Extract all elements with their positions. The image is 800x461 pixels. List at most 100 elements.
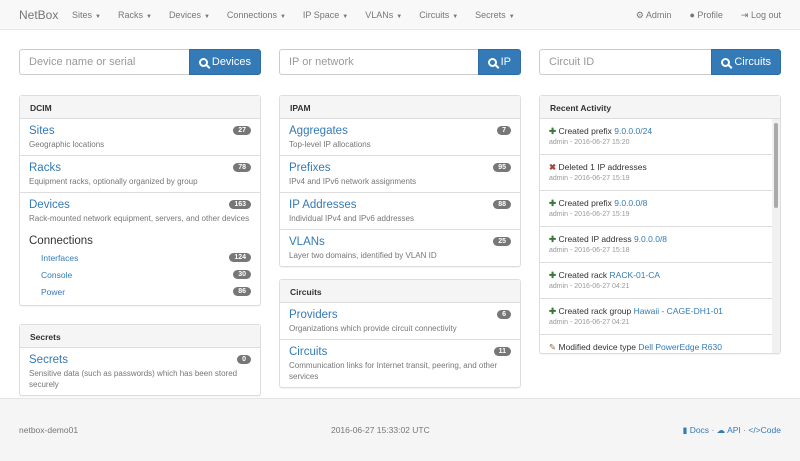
logout-label: Log out bbox=[750, 10, 781, 20]
scrollbar-thumb[interactable] bbox=[774, 123, 778, 208]
button-label: Devices bbox=[211, 56, 251, 68]
docs-label: Docs bbox=[689, 424, 710, 435]
nav-menu-vlans[interactable]: VLANs ▼ bbox=[365, 10, 402, 20]
menu-label: Secrets bbox=[475, 10, 506, 20]
activity-item: ✚ Created IP address 9.0.0.0/8 admin - 20… bbox=[540, 227, 772, 263]
item-link[interactable]: IP Addresses bbox=[289, 199, 357, 211]
docs-link[interactable]: ▮ Docs bbox=[683, 425, 709, 435]
activity-object-link[interactable]: 9.0.0.0/8 bbox=[614, 198, 648, 208]
list-item: 88 IP Addresses Individual IPv4 and IPv6 a… bbox=[280, 193, 520, 230]
menu-label: IP Space bbox=[302, 10, 340, 20]
device-search-input[interactable] bbox=[19, 49, 189, 75]
count-badge: 124 bbox=[229, 253, 251, 262]
nav-menu-connections[interactable]: Connections ▼ bbox=[227, 10, 286, 20]
list-item: 7 Aggregates Top-level IP allocations bbox=[280, 119, 520, 156]
plus-icon: ✚ bbox=[549, 270, 559, 280]
item-link[interactable]: Providers bbox=[289, 309, 338, 321]
activity-object-link[interactable]: Dell PowerEdge R630 bbox=[638, 342, 722, 352]
activity-action: Modified device type bbox=[558, 342, 636, 352]
item-description: IPv4 and IPv6 network assignments bbox=[289, 177, 417, 186]
connection-link[interactable]: Interfaces bbox=[41, 252, 79, 263]
activity-action: Created rack bbox=[558, 270, 608, 280]
item-link[interactable]: Circuits bbox=[289, 346, 328, 358]
item-link[interactable]: Aggregates bbox=[289, 125, 348, 137]
nav-menu-devices[interactable]: Devices ▼ bbox=[169, 10, 210, 20]
item-link[interactable]: VLANs bbox=[289, 236, 325, 248]
list-item: 163 Devices Rack-mounted network equipment… bbox=[20, 193, 260, 229]
activity-item: ✎ Modified device type Dell PowerEdge R6… bbox=[540, 335, 772, 353]
menu-label: Sites bbox=[72, 10, 93, 20]
activity-item: ✚ Created prefix 9.0.0.0/8 admin - 2016-0… bbox=[540, 191, 772, 227]
activity-object-link[interactable]: RACK-01-CA bbox=[609, 270, 661, 280]
device-search-button[interactable]: Devices bbox=[188, 49, 261, 75]
list-item: 27 Sites Geographic locations bbox=[20, 119, 260, 156]
connection-link[interactable]: Power bbox=[41, 286, 66, 297]
code-icon: </> bbox=[748, 424, 761, 435]
activity-action: Created prefix bbox=[558, 198, 612, 208]
nav-menu-secrets[interactable]: Secrets ▼ bbox=[475, 10, 514, 20]
caret-down-icon: ▼ bbox=[279, 14, 286, 20]
hostname: netbox-demo01 bbox=[19, 425, 79, 435]
logout-link[interactable]: ⇥ Log out bbox=[741, 10, 781, 21]
item-link[interactable]: Prefixes bbox=[289, 162, 331, 174]
circuit-search: Circuits bbox=[539, 49, 781, 75]
activity-object-link[interactable]: 9.0.0.0/24 bbox=[614, 126, 653, 136]
count-badge: 25 bbox=[493, 237, 511, 246]
item-link[interactable]: Secrets bbox=[29, 354, 68, 366]
count-badge: 11 bbox=[493, 347, 511, 356]
count-badge: 30 bbox=[233, 270, 251, 279]
count-badge: 78 bbox=[233, 163, 251, 172]
item-description: Organizations which provide circuit conn… bbox=[289, 324, 457, 333]
api-link[interactable]: ☁ API bbox=[717, 425, 741, 435]
navbar: NetBox Sites ▼ Racks ▼ Devices ▼ Connections ▼ I… bbox=[0, 0, 800, 30]
connection-item: Interfaces 124 bbox=[29, 249, 251, 266]
ipam-panel: IPAM 7 Aggregates Top-level IP allocations… bbox=[279, 95, 521, 267]
nav-menu-ip-space[interactable]: IP Space ▼ bbox=[303, 10, 348, 20]
profile-link[interactable]: ● Profile bbox=[689, 10, 722, 21]
item-description: Sensitive data (such as passwords) which… bbox=[29, 369, 238, 389]
activity-action: Created rack group bbox=[558, 306, 632, 316]
code-link[interactable]: </>Code bbox=[748, 425, 781, 435]
activity-meta: admin - 2016-06-27 15:18 bbox=[549, 247, 630, 254]
activity-object-link[interactable]: Hawaii - CAGE-DH1-01 bbox=[633, 306, 723, 316]
item-link[interactable]: Racks bbox=[29, 162, 61, 174]
ip-search-input[interactable] bbox=[279, 49, 478, 75]
secrets-panel: Secrets 0 Secrets Sensitive data (such as … bbox=[19, 324, 261, 396]
caret-down-icon: ▼ bbox=[452, 14, 459, 20]
list-item: 6 Providers Organizations which provide ci… bbox=[280, 303, 520, 340]
circuit-search-button[interactable]: Circuits bbox=[711, 49, 781, 75]
item-description: Equipment racks, optionally organized by… bbox=[29, 177, 198, 186]
circuit-search-input[interactable] bbox=[539, 49, 712, 75]
scrollbar[interactable] bbox=[772, 119, 780, 353]
item-description: Top-level IP allocations bbox=[289, 140, 371, 149]
item-link[interactable]: Sites bbox=[29, 125, 55, 137]
circuits-panel: Circuits 6 Providers Organizations which p… bbox=[279, 279, 521, 388]
plus-icon: ✚ bbox=[549, 198, 559, 208]
count-badge: 95 bbox=[493, 163, 511, 172]
nav-menu-circuits[interactable]: Circuits ▼ bbox=[419, 10, 458, 20]
connection-item: Power 86 bbox=[29, 283, 251, 300]
count-badge: 163 bbox=[229, 200, 251, 209]
server-time: 2016-06-27 15:33:02 UTC bbox=[330, 425, 430, 435]
activity-meta: admin - 2016-06-27 15:19 bbox=[549, 175, 630, 182]
activity-item: ✚ Created rack group Hawaii - CAGE-DH1-0… bbox=[540, 299, 772, 335]
ip-search-button[interactable]: IP bbox=[477, 49, 521, 75]
connection-link[interactable]: Console bbox=[41, 269, 73, 280]
separator: · bbox=[711, 424, 715, 435]
item-link[interactable]: Devices bbox=[29, 199, 70, 211]
activity-object-link[interactable]: 9.0.0.0/8 bbox=[633, 234, 668, 244]
nav-menu-racks[interactable]: Racks ▼ bbox=[118, 10, 152, 20]
activity-meta: admin - 2016-06-27 04:21 bbox=[549, 283, 630, 290]
brand-logo[interactable]: NetBox bbox=[19, 8, 59, 22]
list-item: 0 Secrets Sensitive data (such as password… bbox=[20, 348, 260, 395]
admin-link[interactable]: ⚙ Admin bbox=[636, 10, 672, 21]
separator: · bbox=[743, 424, 746, 435]
menu-label: Devices bbox=[168, 10, 201, 20]
activity-meta: admin - 2016-06-27 15:19 bbox=[549, 211, 630, 218]
nav-menu-sites[interactable]: Sites ▼ bbox=[72, 10, 101, 20]
connections-item: Connections Interfaces 124 Console 30 Power 8… bbox=[20, 229, 260, 305]
activity-message: ✚ Created rack group Hawaii - CAGE-DH1-0… bbox=[549, 305, 763, 317]
list-item: 25 VLANs Layer two domains, identified by … bbox=[280, 230, 520, 266]
item-description: Geographic locations bbox=[29, 140, 105, 149]
item-description: Rack-mounted network equipment, servers,… bbox=[29, 214, 250, 223]
